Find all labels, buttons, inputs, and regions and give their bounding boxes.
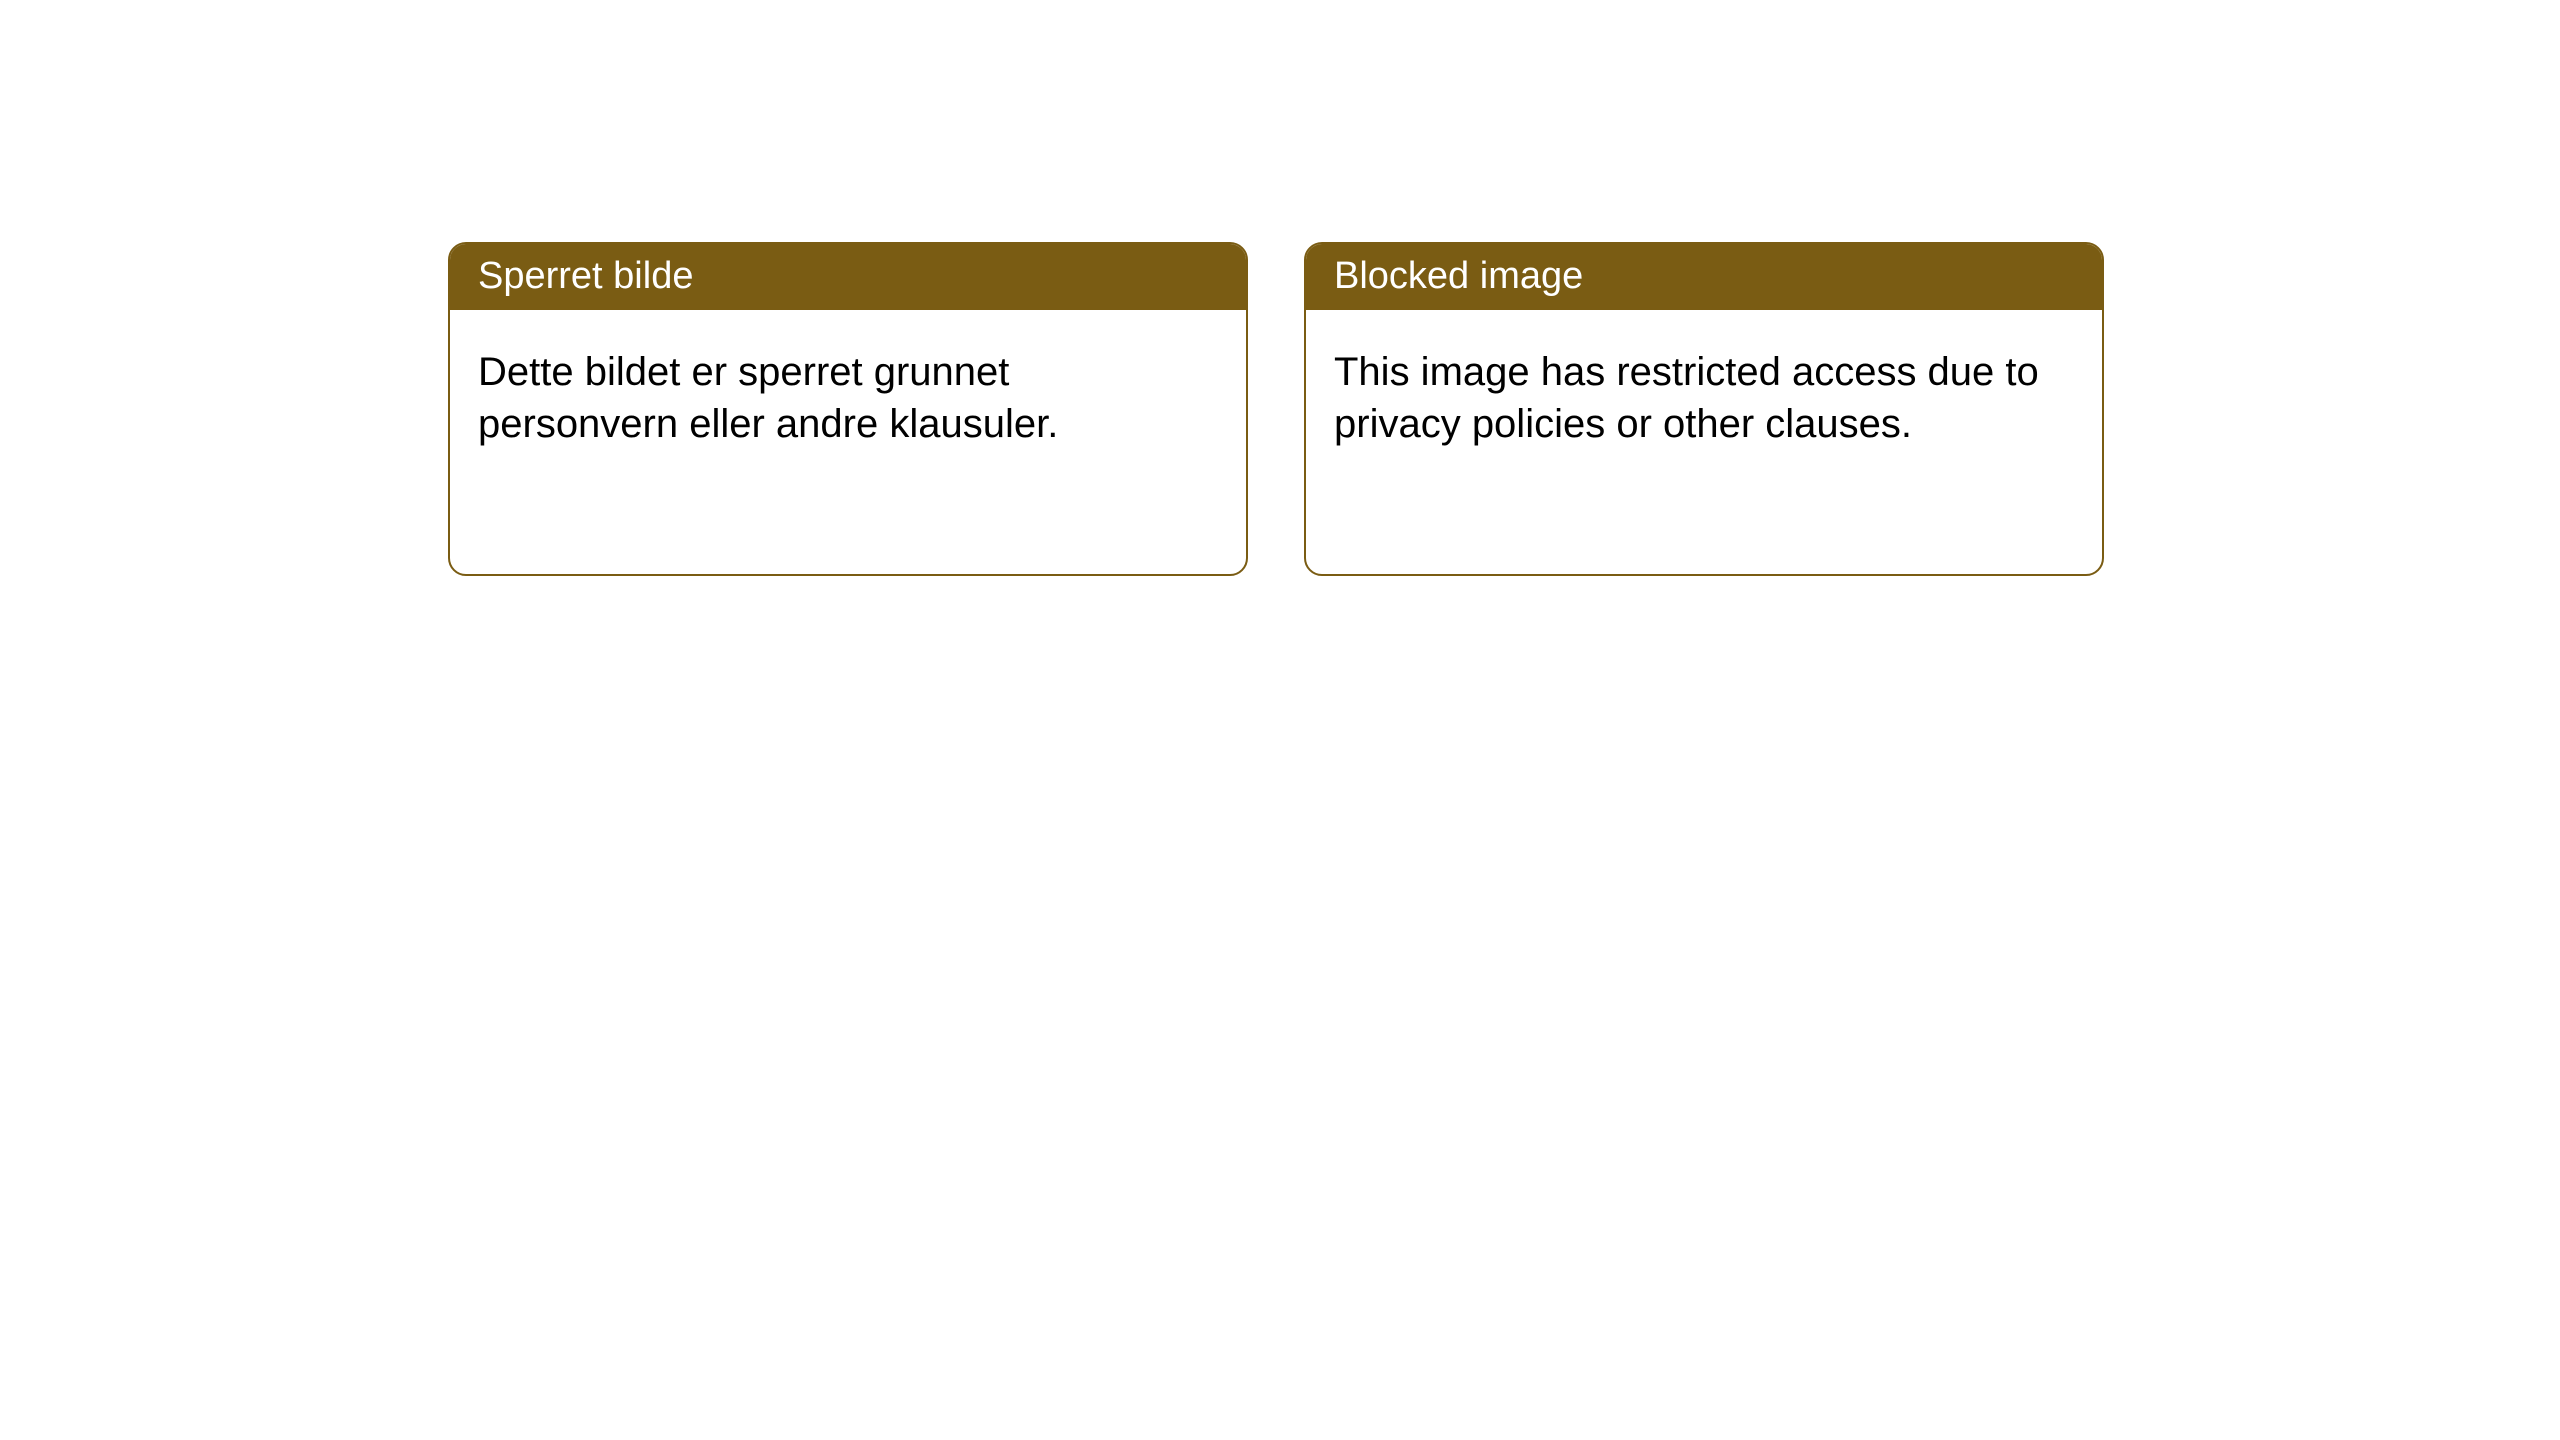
notice-body-english: This image has restricted access due to … [1306, 310, 2102, 486]
notice-title-norwegian: Sperret bilde [450, 244, 1246, 310]
notice-card-english: Blocked image This image has restricted … [1304, 242, 2104, 576]
notice-title-english: Blocked image [1306, 244, 2102, 310]
notice-container: Sperret bilde Dette bildet er sperret gr… [0, 0, 2560, 576]
notice-body-norwegian: Dette bildet er sperret grunnet personve… [450, 310, 1246, 486]
notice-card-norwegian: Sperret bilde Dette bildet er sperret gr… [448, 242, 1248, 576]
